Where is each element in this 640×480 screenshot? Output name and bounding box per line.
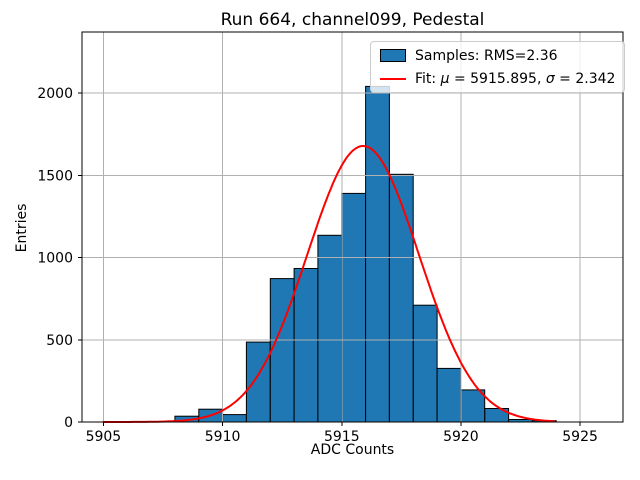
histogram-bar: [365, 85, 390, 423]
histogram-bar: [222, 414, 247, 423]
y-tick-label: 2000: [37, 86, 73, 102]
histogram-bar: [412, 304, 438, 423]
legend-fit-label: Fit: μ = 5915.895, σ = 2.342: [415, 70, 616, 87]
fit-line-swatch-icon: [380, 77, 406, 80]
axis-ticks: [78, 92, 581, 426]
x-tick-label: 5915: [324, 429, 360, 445]
legend-samples-label: Samples: RMS=2.36: [415, 47, 558, 64]
chart-title: Run 664, channel099, Pedestal: [220, 10, 485, 30]
plot-border: [81, 31, 624, 423]
samples-swatch-icon: [380, 49, 406, 62]
histogram-bar: [388, 173, 414, 423]
histogram-bar: [436, 367, 462, 423]
tick-labels: 5905 5910 5915 5920 5925 0 500 1000 1500 2000: [37, 86, 598, 445]
x-tick-label: 5920: [443, 429, 479, 445]
histogram-bar: [269, 278, 295, 423]
y-axis-label: Entries: [14, 203, 30, 253]
grid-lines: [82, 32, 623, 423]
histogram-bar: [317, 234, 343, 423]
y-tick-label: 0: [64, 415, 73, 431]
x-axis-label: ADC Counts: [310, 442, 395, 458]
x-tick-label: 5925: [562, 429, 598, 445]
histogram-bars: [174, 85, 557, 423]
gaussian-fit-curve: [102, 145, 555, 423]
legend: Samples: RMS=2.36 Fit: μ = 5915.895, σ =…: [370, 41, 626, 93]
y-tick-label: 1500: [37, 168, 73, 184]
x-tick-label: 5910: [205, 429, 241, 445]
histogram-bar: [341, 192, 367, 423]
histogram-bar: [293, 268, 319, 423]
y-tick-label: 1000: [37, 251, 73, 267]
y-tick-label: 500: [46, 333, 73, 349]
legend-entry-fit: Fit: μ = 5915.895, σ = 2.342: [380, 70, 615, 87]
x-tick-label: 5905: [86, 429, 122, 445]
histogram-bar: [245, 341, 271, 423]
legend-entry-samples: Samples: RMS=2.36: [380, 47, 615, 64]
histogram-bar: [460, 389, 486, 423]
